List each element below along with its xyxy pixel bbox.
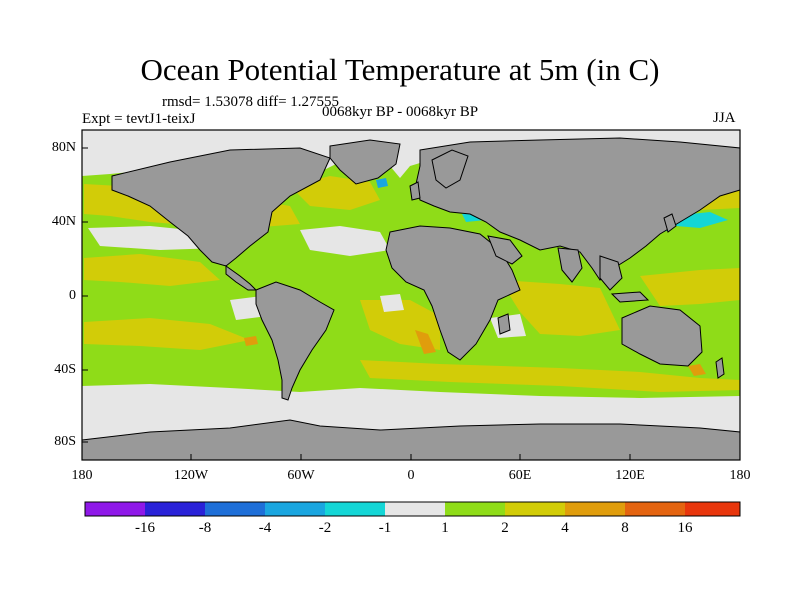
lat-label-80s: 80S (54, 434, 76, 449)
southeast-asia (599, 255, 623, 291)
new-zealand (715, 357, 725, 379)
colorbar-label: -1 (378, 520, 392, 536)
colorbar-label: 8 (621, 520, 629, 536)
lat-label-40s: 40S (54, 362, 76, 377)
stats-text: rmsd= 1.53078 diff= 1.27555 (162, 94, 340, 110)
lon-label-0: 0 (407, 468, 415, 483)
uk (409, 181, 421, 201)
lon-label-60e: 60E (508, 468, 532, 483)
south-america (255, 281, 335, 401)
colorbar-swatch (565, 502, 625, 516)
band-south-pacific (84, 318, 250, 350)
greenland (329, 139, 401, 185)
australia (621, 305, 703, 367)
colorbar-swatch (325, 502, 385, 516)
lat-label-40n: 40N (51, 214, 76, 229)
colorbar-label: 16 (677, 520, 693, 536)
north-atlantic-patch (300, 226, 390, 256)
colorbar-label: -4 (258, 520, 272, 536)
scandinavia (431, 149, 469, 189)
north-america (111, 147, 331, 267)
colorbar-label: -2 (318, 520, 332, 536)
atlantic-equatorial-patch (380, 294, 404, 312)
period-label: 0068kyr BP - 0068kyr BP (322, 104, 479, 120)
indonesia (610, 291, 650, 303)
colorbar-swatch (445, 502, 505, 516)
colorbar-swatch (265, 502, 325, 516)
plot-title: Ocean Potential Temperature at 5m (in C) (140, 52, 660, 87)
colorbar (84, 501, 741, 517)
colorbar-swatch (625, 502, 685, 516)
lon-label-60w: 60W (287, 468, 315, 483)
madagascar (497, 313, 511, 335)
colorbar-label: -8 (198, 520, 212, 536)
colorbar-swatch (505, 502, 565, 516)
africa (385, 225, 521, 361)
colorbar-swatch (385, 502, 445, 516)
colorbar-label: 4 (561, 520, 569, 536)
colorbar-frame (84, 501, 741, 517)
hot-spot-pacific (244, 336, 258, 346)
colorbar-label: 2 (501, 520, 509, 536)
lat-label-0: 0 (69, 288, 76, 303)
band-tropical-pacific (84, 254, 220, 286)
lon-ticks (81, 454, 741, 460)
hot-spot-layer (244, 330, 706, 376)
band-southern-ocean (360, 360, 740, 392)
band-tropical-pacific-east (640, 268, 740, 306)
map-panel (81, 129, 741, 461)
colorbar-label: -16 (135, 520, 155, 536)
hot-spot-benguela (415, 330, 436, 354)
cool-labrador (376, 178, 388, 188)
lon-label-180w: 180 (71, 468, 93, 483)
colorbar-swatch (205, 502, 265, 516)
colorbar-label: 1 (441, 520, 449, 536)
colorbar-swatch (145, 502, 205, 516)
lon-label-180e: 180 (729, 468, 751, 483)
lon-label-120w: 120W (173, 468, 209, 483)
experiment-label: Expt = tevtJ1-teixJ (82, 111, 196, 127)
band-indian-ocean (500, 280, 620, 336)
season-label: JJA (713, 110, 736, 126)
eurasia (415, 137, 741, 281)
india (557, 247, 583, 283)
land-layer (81, 137, 741, 461)
lat-label-80n: 80N (51, 140, 76, 155)
japan (663, 213, 677, 233)
colorbar-swatch (685, 502, 740, 516)
hot-spot-australia (688, 364, 706, 376)
arabia (487, 235, 523, 265)
colorbar-swatch (85, 502, 145, 516)
central-america (225, 265, 258, 291)
lon-label-120e: 120E (615, 468, 645, 483)
lat-ticks (82, 147, 88, 443)
